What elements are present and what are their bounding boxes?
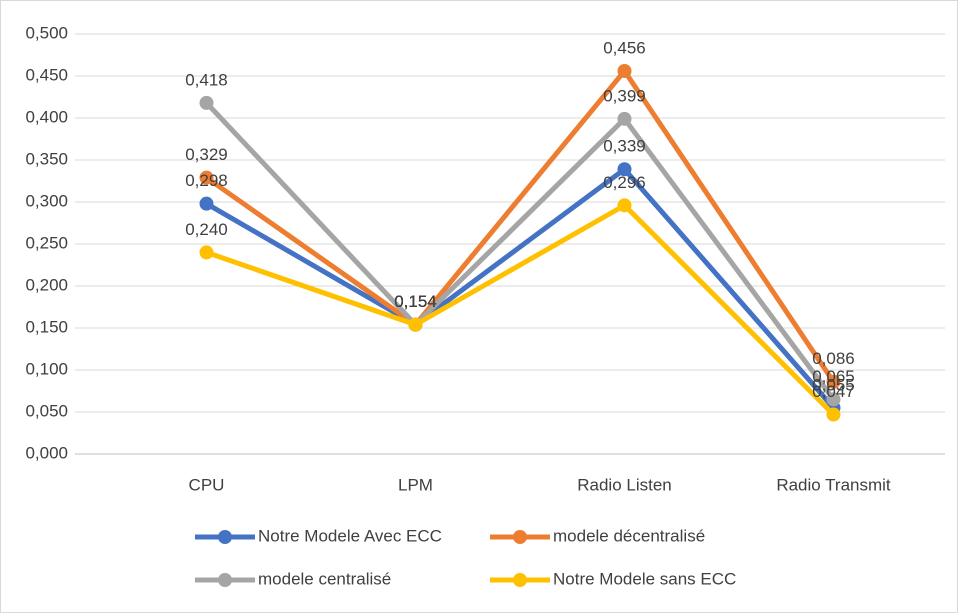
data-point (199, 245, 214, 260)
series-line (205, 166, 836, 410)
legend-label: modele centralisé (258, 569, 391, 588)
x-tick-label: Radio Transmit (776, 475, 891, 494)
legend-marker (218, 573, 232, 587)
data-label: 0,399 (603, 86, 646, 105)
data-label: 0,456 (603, 38, 646, 57)
x-tick-label: CPU (189, 475, 225, 494)
data-label: 0,329 (185, 145, 228, 164)
y-tick-label: 0,000 (25, 443, 68, 462)
y-tick-label: 0,500 (25, 23, 68, 42)
y-tick-label: 0,100 (25, 359, 68, 378)
legend-label: Notre Modele sans ECC (553, 569, 736, 588)
data-point (826, 374, 841, 389)
data-point (199, 95, 214, 110)
data-point (617, 198, 632, 213)
data-point (408, 317, 423, 332)
data-label: 0,298 (185, 171, 228, 190)
data-point (199, 170, 214, 185)
series-line (205, 202, 836, 417)
data-label: 0,047 (812, 382, 855, 401)
legend-marker (513, 530, 527, 544)
data-point (199, 196, 214, 211)
legend-label: Notre Modele Avec ECC (258, 526, 442, 545)
data-label: 0,296 (603, 173, 646, 192)
data-point (826, 392, 841, 407)
y-tick-label: 0,400 (25, 107, 68, 126)
data-label: 0,240 (185, 220, 228, 239)
y-tick-label: 0,300 (25, 191, 68, 210)
y-tick-label: 0,250 (25, 233, 68, 252)
y-tick-label: 0,050 (25, 401, 68, 420)
data-label: 0,418 (185, 70, 228, 89)
data-point (617, 111, 632, 126)
legend-label: modele décentralisé (553, 526, 705, 545)
data-label: 0,339 (603, 137, 646, 156)
data-label: 0,154 (394, 292, 437, 311)
data-label: 0,065 (812, 367, 855, 386)
data-point (617, 63, 632, 78)
y-tick-label: 0,350 (25, 149, 68, 168)
y-tick-label: 0,200 (25, 275, 68, 294)
series-line (205, 68, 836, 384)
data-point (617, 162, 632, 177)
data-label: 0,055 (812, 375, 855, 394)
data-label: 0,086 (812, 349, 855, 368)
legend-marker (218, 530, 232, 544)
data-label: 0,154 (394, 292, 437, 311)
x-tick-label: LPM (398, 475, 433, 494)
series-line (204, 101, 836, 401)
y-tick-label: 0,150 (25, 317, 68, 336)
legend-marker (513, 573, 527, 587)
data-label: 0,154 (394, 292, 437, 311)
data-point (826, 407, 841, 422)
y-tick-label: 0,450 (25, 65, 68, 84)
data-label: 0,154 (394, 292, 437, 311)
x-tick-label: Radio Listen (577, 475, 672, 494)
